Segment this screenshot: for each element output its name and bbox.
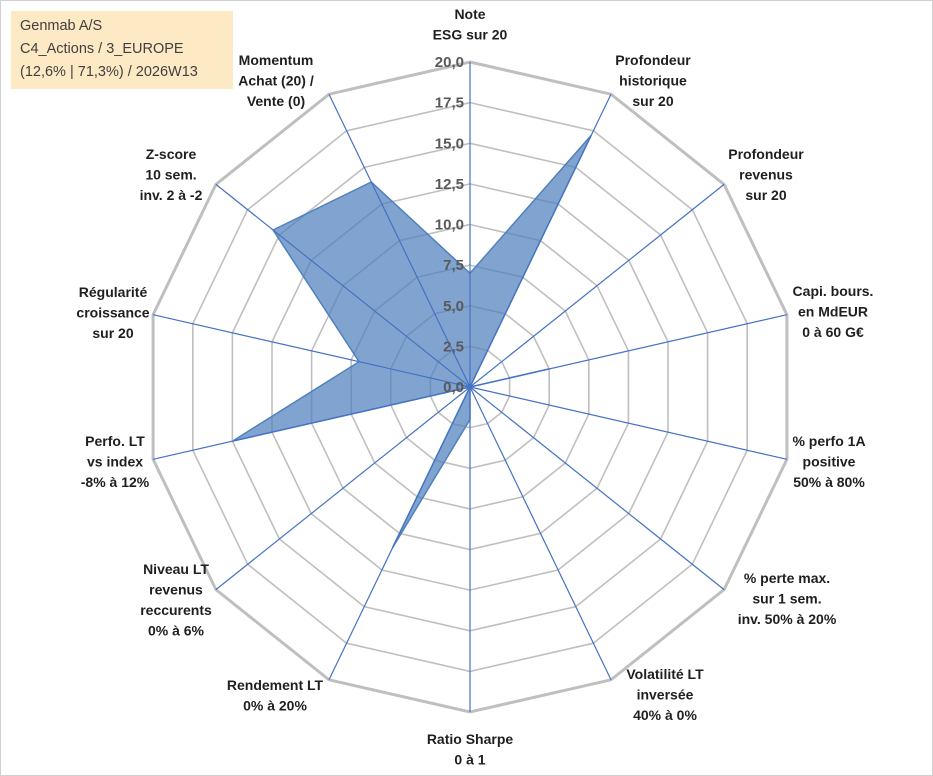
axis-label-line: Momentum bbox=[239, 52, 314, 68]
axis-label-line: sur 1 sem. bbox=[752, 591, 821, 607]
axis-label-line: Note bbox=[454, 6, 485, 22]
tick-label: 2,5 bbox=[443, 338, 464, 355]
axis-label-line: sur 20 bbox=[632, 93, 673, 109]
axis-label: Capi. bours. en MdEUR 0 à 60 G€ bbox=[793, 283, 874, 340]
axis-label-line: 40% à 0% bbox=[633, 707, 697, 723]
axis-label-line: 0% à 6% bbox=[148, 623, 205, 639]
axis-label-line: Achat (20) / bbox=[238, 73, 314, 89]
axis-label-line: croissance bbox=[76, 305, 149, 321]
axis-label: Momentum Achat (20) / Vente (0) bbox=[238, 52, 314, 109]
axis-label: Volatilité LT inversée 40% à 0% bbox=[626, 666, 704, 723]
axis-label-line: Régularité bbox=[79, 284, 148, 300]
axis-spoke bbox=[469, 386, 725, 591]
tick-label: 17,5 bbox=[435, 95, 464, 112]
axis-label: Niveau LT revenus reccurents 0% à 6% bbox=[140, 561, 212, 639]
axis-label-line: -8% à 12% bbox=[81, 474, 150, 490]
tick-label: 5,0 bbox=[443, 298, 464, 315]
axis-label-line: inv. 2 à -2 bbox=[140, 187, 203, 203]
axis-label: Rendement LT 0% à 20% bbox=[227, 677, 324, 714]
axis-spoke bbox=[469, 386, 788, 460]
axis-label-line: Profondeur bbox=[728, 146, 804, 162]
axis-label-line: Z-score bbox=[146, 146, 197, 162]
axis-labels: Note ESG sur 20 Profondeur historique sur 20… bbox=[76, 6, 873, 768]
axis-label-line: % perte max. bbox=[744, 570, 830, 586]
axis-spoke bbox=[215, 386, 471, 591]
axis-label-line: Vente (0) bbox=[247, 93, 305, 109]
axis-spoke bbox=[328, 386, 471, 681]
axis-label-line: 0% à 20% bbox=[243, 698, 307, 714]
axis-label-line: 0 à 60 G€ bbox=[802, 324, 864, 340]
info-box: Genmab A/S C4_Actions / 3_EUROPE (12,6% … bbox=[11, 11, 233, 89]
tick-label: 15,0 bbox=[435, 135, 464, 152]
axis-spoke bbox=[328, 93, 471, 388]
axis-label-line: inversée bbox=[637, 687, 694, 703]
axis-spoke bbox=[469, 183, 725, 388]
axis-label: % perfo 1A positive 50% à 80% bbox=[792, 433, 865, 490]
axis-label: Z-score 10 sem. inv. 2 à -2 bbox=[140, 146, 203, 203]
stock-name: Genmab A/S bbox=[20, 18, 103, 34]
axis-label-line: Niveau LT bbox=[143, 561, 209, 577]
stats-week: (12,6% | 71,3%) / 2026W13 bbox=[20, 64, 198, 80]
axis-label-line: ESG sur 20 bbox=[433, 27, 508, 43]
radar-spokes bbox=[152, 62, 788, 712]
axis-spoke bbox=[152, 386, 471, 460]
axis-label-line: historique bbox=[619, 73, 687, 89]
axis-label: Profondeur revenus sur 20 bbox=[728, 146, 804, 203]
axis-label-line: Ratio Sharpe bbox=[427, 731, 514, 747]
axis-label-line: revenus bbox=[739, 167, 793, 183]
portfolio-category: C4_Actions / 3_EUROPE bbox=[20, 41, 184, 57]
axis-spoke bbox=[469, 386, 612, 681]
tick-label: 7,5 bbox=[443, 257, 464, 274]
axis-spoke bbox=[152, 314, 471, 388]
axis-label: Régularité croissance sur 20 bbox=[76, 284, 149, 341]
axis-label-line: 50% à 80% bbox=[793, 474, 865, 490]
axis-label-line: Perfo. LT bbox=[85, 433, 145, 449]
radial-tick-labels: 0,0 2,5 5,0 7,5 10,0 12,5 15,0 17,5 20,0 bbox=[435, 54, 464, 396]
axis-label-line: sur 20 bbox=[745, 187, 786, 203]
axis-label: Profondeur historique sur 20 bbox=[615, 52, 691, 109]
axis-label-line: Volatilité LT bbox=[626, 666, 704, 682]
axis-label-line: Profondeur bbox=[615, 52, 691, 68]
axis-label: Note ESG sur 20 bbox=[433, 6, 508, 43]
axis-label-line: positive bbox=[803, 454, 856, 470]
tick-label: 12,5 bbox=[435, 176, 464, 193]
axis-label-line: reccurents bbox=[140, 602, 212, 618]
axis-spoke bbox=[469, 93, 612, 388]
axis-label-line: revenus bbox=[149, 582, 203, 598]
axis-label-line: Capi. bours. bbox=[793, 283, 874, 299]
axis-label-line: vs index bbox=[87, 454, 143, 470]
axis-label-line: sur 20 bbox=[92, 325, 133, 341]
axis-label-line: Rendement LT bbox=[227, 677, 324, 693]
tick-label: 0,0 bbox=[443, 379, 464, 396]
axis-label-line: 0 à 1 bbox=[454, 752, 485, 768]
axis-label: Ratio Sharpe 0 à 1 bbox=[427, 731, 514, 768]
axis-label-line: inv. 50% à 20% bbox=[738, 611, 837, 627]
tick-label: 20,0 bbox=[435, 54, 464, 71]
axis-label-line: 10 sem. bbox=[145, 167, 196, 183]
axis-label-line: en MdEUR bbox=[798, 304, 868, 320]
axis-label: Perfo. LT vs index -8% à 12% bbox=[81, 433, 150, 490]
tick-label: 10,0 bbox=[435, 217, 464, 234]
axis-label-line: % perfo 1A bbox=[792, 433, 865, 449]
axis-label: % perte max. sur 1 sem. inv. 50% à 20% bbox=[738, 570, 837, 627]
axis-spoke bbox=[215, 183, 471, 388]
axis-spoke bbox=[469, 314, 788, 388]
